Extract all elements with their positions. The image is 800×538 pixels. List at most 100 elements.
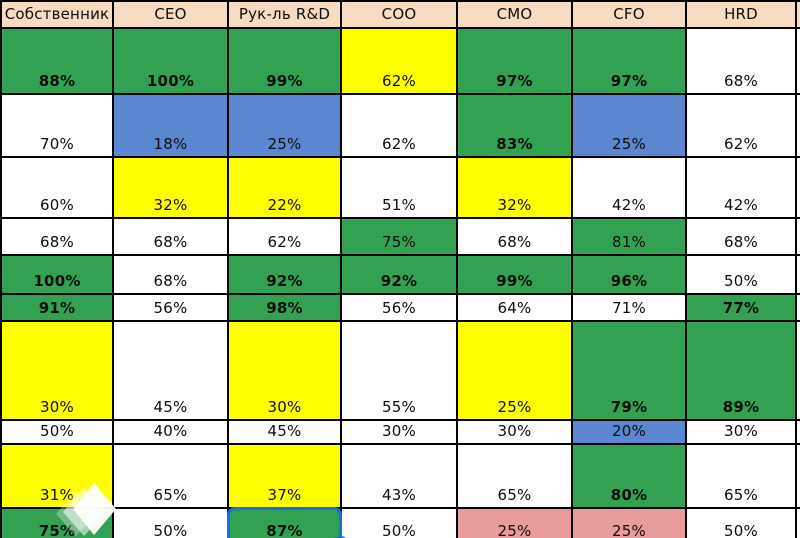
table-cell[interactable]: 92%	[229, 256, 342, 295]
table-cell[interactable]: 30%	[229, 322, 342, 421]
table-cell[interactable]: 68%	[2, 219, 114, 256]
table-cell[interactable]: 89%	[687, 322, 797, 421]
table-cell[interactable]: 83%	[458, 95, 573, 158]
table-cell[interactable]: 25%	[229, 95, 342, 158]
table-cell[interactable]: 65%	[114, 445, 229, 509]
table-cell[interactable]: 30%	[342, 421, 458, 445]
table-row: 50% 40% 45% 30% 30% 20% 30%	[2, 421, 800, 445]
table-row: 31% 65% 37% 43% 65% 80% 65%	[2, 445, 800, 509]
table-cell-partial[interactable]	[797, 29, 800, 95]
table-cell[interactable]: 99%	[229, 29, 342, 95]
table-cell[interactable]: 30%	[458, 421, 573, 445]
table-cell[interactable]: 22%	[229, 158, 342, 219]
table-cell[interactable]: 45%	[229, 421, 342, 445]
table-cell[interactable]: 40%	[114, 421, 229, 445]
table-cell[interactable]: 30%	[2, 322, 114, 421]
table-cell[interactable]: 64%	[458, 295, 573, 322]
column-header-partial[interactable]	[797, 2, 800, 29]
table-cell[interactable]: 68%	[114, 256, 229, 295]
table-cell[interactable]: 55%	[342, 322, 458, 421]
table-cell[interactable]: 68%	[114, 219, 229, 256]
table-cell[interactable]: 56%	[342, 295, 458, 322]
table-cell[interactable]: 68%	[687, 219, 797, 256]
table-cell[interactable]: 62%	[229, 219, 342, 256]
table-cell[interactable]: 31%	[2, 445, 114, 509]
table-cell[interactable]: 51%	[342, 158, 458, 219]
table-cell[interactable]: 79%	[573, 322, 687, 421]
table-cell[interactable]: 77%	[687, 295, 797, 322]
table-cell[interactable]: 62%	[342, 95, 458, 158]
selection-handle[interactable]	[332, 536, 349, 538]
table-cell[interactable]: 32%	[458, 158, 573, 219]
table-cell[interactable]: 25%	[458, 509, 573, 538]
table-cell[interactable]: 42%	[687, 158, 797, 219]
table-cell-partial[interactable]	[797, 158, 800, 219]
table-cell[interactable]: 65%	[687, 445, 797, 509]
table-cell[interactable]: 45%	[114, 322, 229, 421]
table-cell[interactable]: 25%	[458, 322, 573, 421]
table-cell[interactable]: 68%	[458, 219, 573, 256]
table-row: 70% 18% 25% 62% 83% 25% 62%	[2, 95, 800, 158]
table-cell[interactable]: 62%	[687, 95, 797, 158]
table-row: 68% 68% 62% 75% 68% 81% 68%	[2, 219, 800, 256]
table-row: 100% 68% 92% 92% 99% 96% 50%	[2, 256, 800, 295]
table-cell[interactable]: 30%	[687, 421, 797, 445]
table-cell[interactable]: 99%	[458, 256, 573, 295]
table-cell[interactable]: 50%	[114, 509, 229, 538]
table-cell[interactable]: 81%	[573, 219, 687, 256]
table-cell-partial[interactable]	[797, 219, 800, 256]
table-cell-partial[interactable]	[797, 445, 800, 509]
table-cell[interactable]: 50%	[687, 256, 797, 295]
table-cell[interactable]: 92%	[342, 256, 458, 295]
table-cell[interactable]: 96%	[573, 256, 687, 295]
table-cell[interactable]: 50%	[342, 509, 458, 538]
column-header[interactable]: CMO	[458, 2, 573, 29]
table-cell[interactable]: 42%	[573, 158, 687, 219]
table-cell[interactable]: 88%	[2, 29, 114, 95]
table-cell[interactable]: 65%	[458, 445, 573, 509]
table-cell[interactable]: 18%	[114, 95, 229, 158]
table-cell[interactable]: 97%	[573, 29, 687, 95]
table-cell[interactable]: 60%	[2, 158, 114, 219]
table-cell[interactable]: 25%	[573, 509, 687, 538]
table-cell[interactable]: 62%	[342, 29, 458, 95]
table-cell-partial[interactable]	[797, 322, 800, 421]
table-cell[interactable]: 100%	[2, 256, 114, 295]
table-cell[interactable]: 50%	[2, 421, 114, 445]
table-row: Собственник CEO Рук-ль R&D COO CMO CFO HRD	[2, 2, 800, 29]
table-cell[interactable]: 75%	[2, 509, 114, 538]
table-row: 88% 100% 99% 62% 97% 97% 68%	[2, 29, 800, 95]
table-cell[interactable]: 56%	[114, 295, 229, 322]
table-cell[interactable]: 25%	[573, 95, 687, 158]
column-header[interactable]: Рук-ль R&D	[229, 2, 342, 29]
table-cell-partial[interactable]	[797, 421, 800, 445]
table-cell-partial[interactable]	[797, 295, 800, 322]
table-cell[interactable]: 32%	[114, 158, 229, 219]
table-cell[interactable]: 20%	[573, 421, 687, 445]
table-row: 60% 32% 22% 51% 32% 42% 42%	[2, 158, 800, 219]
table-cell[interactable]: 80%	[573, 445, 687, 509]
column-header[interactable]: CFO	[573, 2, 687, 29]
table-cell[interactable]: 87%	[227, 507, 349, 538]
table-cell[interactable]: 37%	[229, 445, 342, 509]
table-cell[interactable]: 98%	[229, 295, 342, 322]
table-cell[interactable]: 70%	[2, 95, 114, 158]
table-cell[interactable]: 100%	[114, 29, 229, 95]
column-header[interactable]: Собственник	[2, 2, 114, 29]
table-cell[interactable]: 97%	[458, 29, 573, 95]
table-cell-partial[interactable]	[797, 256, 800, 295]
column-header[interactable]: COO	[342, 2, 458, 29]
table-cell[interactable]: 68%	[687, 29, 797, 95]
table-cell[interactable]: 50%	[687, 509, 797, 538]
table-cell[interactable]: 43%	[342, 445, 458, 509]
table-cell[interactable]: 71%	[573, 295, 687, 322]
table-cell[interactable]: 75%	[342, 219, 458, 256]
column-header[interactable]: CEO	[114, 2, 229, 29]
table-cell-partial[interactable]	[797, 509, 800, 538]
table-row: 30% 45% 30% 55% 25% 79% 89%	[2, 322, 800, 421]
table-cell-partial[interactable]	[797, 95, 800, 158]
column-header[interactable]: HRD	[687, 2, 797, 29]
table-cell[interactable]: 91%	[2, 295, 114, 322]
